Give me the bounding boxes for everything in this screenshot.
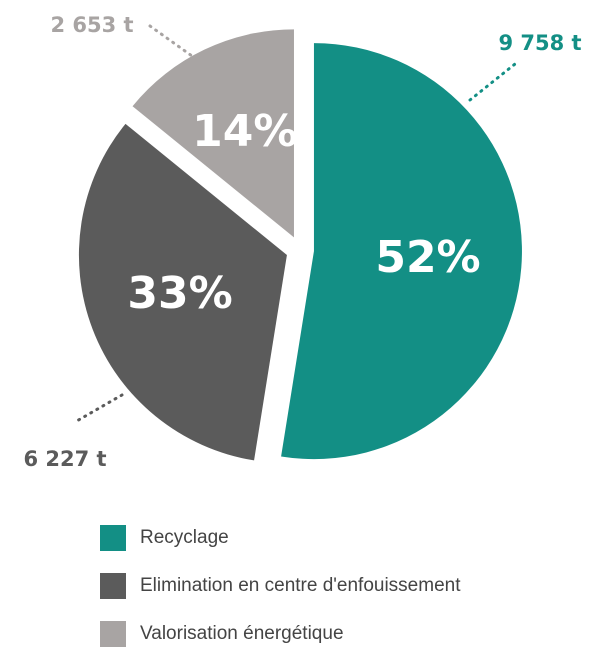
slice-label: 33% — [127, 268, 232, 319]
tonnage-label: 9 758 t — [498, 31, 581, 55]
leader-line — [73, 393, 124, 424]
leader-line — [148, 24, 194, 58]
pie-slice — [132, 29, 294, 238]
tonnage-label: 2 653 t — [50, 13, 133, 37]
legend-swatch — [100, 573, 126, 599]
tonnage-label: 6 227 t — [23, 447, 106, 471]
slice-label: 52% — [375, 232, 480, 283]
pie-slice — [281, 43, 522, 460]
legend-swatch — [100, 525, 126, 551]
legend-label: Elimination en centre d'enfouissement — [140, 575, 461, 596]
legend-swatch — [100, 621, 126, 647]
pie-slice — [78, 123, 287, 461]
legend-label: Valorisation énergétique — [140, 623, 344, 644]
legend-label: Recyclage — [140, 527, 229, 548]
leader-line — [468, 62, 517, 102]
slice-label: 14% — [192, 106, 297, 157]
